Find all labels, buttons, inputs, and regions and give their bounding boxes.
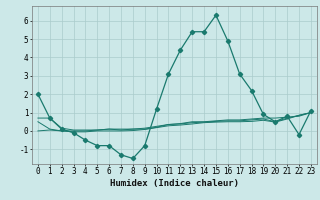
X-axis label: Humidex (Indice chaleur): Humidex (Indice chaleur) bbox=[110, 179, 239, 188]
